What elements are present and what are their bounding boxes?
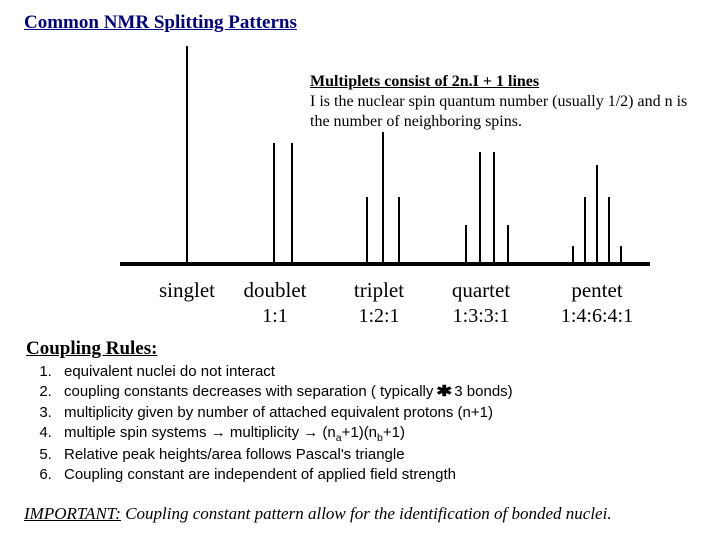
rule-item: equivalent nuclei do not interact — [56, 362, 513, 382]
pattern-name: pentet — [571, 278, 622, 302]
pattern-label: doublet 1:1 — [220, 278, 330, 328]
pattern-name: quartet — [452, 278, 510, 302]
pattern-name: singlet — [159, 278, 215, 302]
peak — [620, 246, 622, 262]
important-label: IMPORTANT: — [24, 504, 121, 523]
pattern-ratio: 1:3:3:1 — [453, 305, 510, 327]
peak — [382, 132, 384, 262]
important-note: IMPORTANT: Coupling constant pattern all… — [24, 504, 612, 524]
peak — [584, 197, 586, 262]
pattern-ratio: 1:4:6:4:1 — [561, 305, 633, 327]
rule-item: multiple spin systems → multiplicity → (… — [56, 423, 513, 445]
important-text: Coupling constant pattern allow for the … — [121, 504, 612, 523]
rules-list: equivalent nuclei do not interactcouplin… — [30, 362, 513, 485]
peak — [493, 152, 495, 262]
arrow-icon: → — [211, 423, 226, 443]
peak — [608, 197, 610, 262]
pattern-name: doublet — [244, 278, 307, 302]
page-title: Common NMR Splitting Patterns — [24, 12, 696, 34]
pattern-name: triplet — [354, 278, 404, 302]
peak — [479, 152, 481, 262]
less-than-icon: ✱ — [436, 382, 452, 402]
peak — [273, 143, 275, 262]
peak — [186, 46, 188, 262]
peak — [596, 165, 598, 262]
rule-item: Relative peak heights/area follows Pasca… — [56, 445, 513, 465]
peak — [291, 143, 293, 262]
pattern-label: triplet 1:2:1 — [324, 278, 434, 328]
rule-item: multiplicity given by number of attached… — [56, 403, 513, 423]
peak — [366, 197, 368, 262]
arrow-icon: → — [303, 423, 318, 443]
rules-heading: Coupling Rules: — [26, 338, 157, 360]
peak — [398, 197, 400, 262]
baseline — [120, 262, 650, 266]
rule-item: coupling constants decreases with separa… — [56, 382, 513, 402]
peak — [507, 225, 509, 262]
peak — [465, 225, 467, 262]
rule-item: Coupling constant are independent of app… — [56, 465, 513, 485]
pattern-ratio: 1:2:1 — [358, 305, 399, 327]
peak — [572, 246, 574, 262]
pattern-label: pentet 1:4:6:4:1 — [542, 278, 652, 328]
pattern-label: quartet 1:3:3:1 — [426, 278, 536, 328]
spectrum-diagram — [120, 46, 650, 266]
pattern-ratio: 1:1 — [262, 305, 288, 327]
